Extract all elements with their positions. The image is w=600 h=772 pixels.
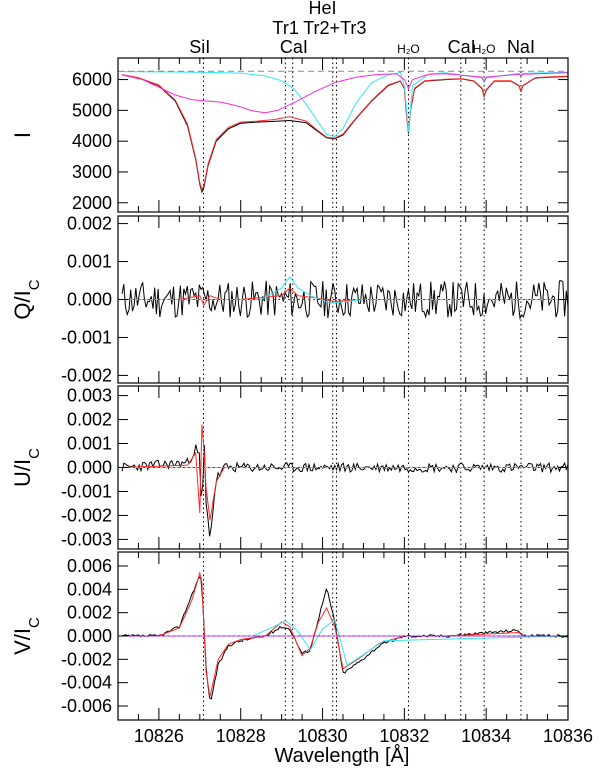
y-tick-label: -0.001 xyxy=(61,481,112,501)
series-cyan-line xyxy=(122,275,568,304)
series-black-line xyxy=(122,74,568,194)
y-axis-label-subscript: C xyxy=(26,448,43,459)
y-axis-label: Q/IC xyxy=(10,279,43,319)
y-tick-label: 0.000 xyxy=(67,290,112,310)
x-tick-label: 10830 xyxy=(298,726,348,746)
y-tick-label: -0.003 xyxy=(61,529,112,549)
series-black-line xyxy=(121,280,568,320)
series-cyan-line xyxy=(122,71,568,138)
series-red-line xyxy=(122,287,568,307)
line-label: Tr1 xyxy=(273,18,299,38)
y-axis-label: U/IC xyxy=(10,448,43,487)
y-tick-label: 0.000 xyxy=(67,626,112,646)
line-label: H₂O xyxy=(473,42,496,56)
series-red-line xyxy=(122,74,568,192)
y-tick-label: 0.002 xyxy=(67,214,112,234)
stokes-u-panel: -0.003 -0.002 -0.001 0.000 0.001 0.002 0.003 U/… xyxy=(10,385,569,550)
y-tick-label: -0.001 xyxy=(61,327,112,347)
line-label: Tr2+Tr3 xyxy=(303,18,366,38)
y-axis-label: V/IC xyxy=(10,617,43,655)
y-tick-label: 0.006 xyxy=(67,556,112,576)
series-magenta-line xyxy=(121,72,568,114)
y-tick-label: 4000 xyxy=(72,131,112,151)
y-axis-label: I xyxy=(10,132,35,138)
y-tick-label: 2000 xyxy=(72,193,112,213)
line-label: H₂O xyxy=(397,42,420,56)
y-tick-label: 6000 xyxy=(72,70,112,90)
series-red-line xyxy=(122,424,568,521)
line-label: HeI xyxy=(309,0,337,18)
x-tick-label: 10832 xyxy=(379,726,429,746)
line-label: SiI xyxy=(189,37,210,57)
y-tick-label: -0.004 xyxy=(61,673,112,693)
y-tick-label: 0.002 xyxy=(67,410,112,430)
y-tick-label: 0.003 xyxy=(67,386,112,406)
y-tick-label: -0.006 xyxy=(61,696,112,716)
line-label: CaI xyxy=(280,37,308,57)
y-tick-label: 0.001 xyxy=(67,252,112,272)
x-tick-label: 10828 xyxy=(216,726,266,746)
series-red-line xyxy=(122,571,568,697)
y-axis-label-subscript: C xyxy=(26,279,43,290)
y-tick-label: 0.002 xyxy=(67,603,112,623)
y-tick-label: -0.002 xyxy=(61,505,112,525)
x-tick-label: 10826 xyxy=(134,726,184,746)
y-tick-label: 3000 xyxy=(72,162,112,182)
x-tick-label: 10834 xyxy=(461,726,511,746)
y-tick-label: 5000 xyxy=(72,100,112,120)
x-tick-label: 10836 xyxy=(543,726,593,746)
line-label: NaI xyxy=(507,37,535,57)
line-label: CaI xyxy=(448,37,476,57)
x-axis-label: Wavelength [Å] xyxy=(275,744,410,767)
series-cyan-line xyxy=(122,618,568,666)
stokes-v-panel: -0.006 -0.004 -0.002 0.000 0.002 0.004 0.006 V/… xyxy=(10,551,593,746)
y-tick-label: 0.000 xyxy=(67,458,112,478)
y-tick-label: -0.002 xyxy=(61,365,112,385)
intensity-panel: 2000 3000 4000 5000 6000 I xyxy=(10,57,569,213)
series-black-line xyxy=(121,444,568,537)
y-tick-label: 0.004 xyxy=(67,579,112,599)
y-tick-label: -0.002 xyxy=(61,649,112,669)
stokes-q-panel: -0.002 -0.001 0.000 0.001 0.002 Q/IC xyxy=(10,214,569,385)
y-axis-label-subscript: C xyxy=(26,617,43,628)
y-tick-label: 0.001 xyxy=(67,434,112,454)
